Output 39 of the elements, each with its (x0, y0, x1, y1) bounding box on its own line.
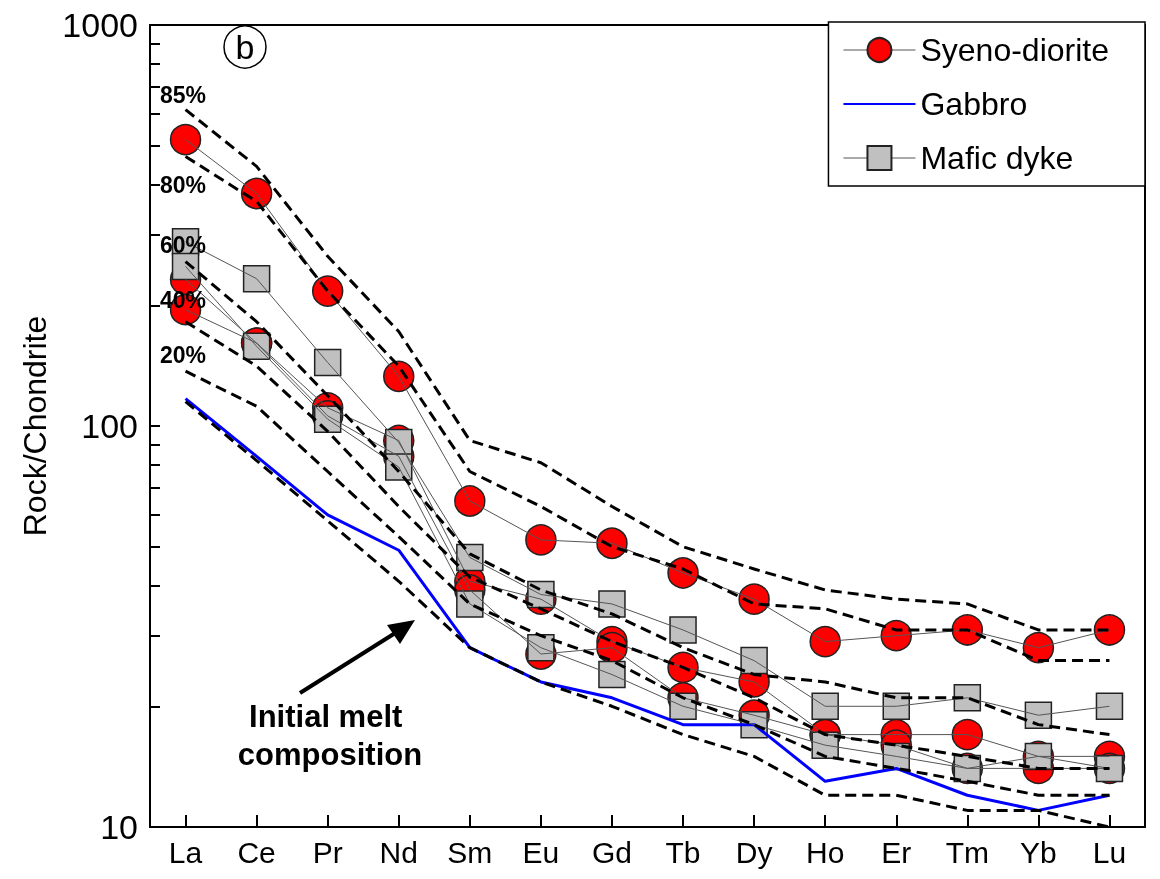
annotation: b (235, 28, 255, 66)
y-tick-label: 1000 (62, 6, 138, 44)
annotation: 80% (160, 172, 207, 198)
point (242, 264, 271, 293)
annotation: 40% (160, 287, 207, 313)
point (454, 485, 486, 517)
point (951, 718, 984, 751)
x-tick-label: Tm (945, 835, 989, 869)
x-tick-label: Ho (806, 835, 845, 869)
y-tick-label: 10 (100, 808, 138, 846)
x-tick-label: Er (881, 835, 912, 869)
legend-label: Mafic dyke (920, 140, 1074, 176)
point (1093, 614, 1126, 646)
point (740, 646, 768, 675)
point (1095, 692, 1124, 721)
legend-label: Syeno-diorite (920, 32, 1109, 68)
x-tick-label: Sm (447, 835, 493, 869)
point (809, 625, 841, 658)
x-tick-label: Dy (735, 835, 773, 869)
x-tick-label: Nd (379, 835, 418, 869)
x-tick-label: Lu (1092, 835, 1127, 869)
annotation: 20% (160, 342, 207, 368)
x-tick-label: Ce (237, 835, 276, 869)
point (669, 616, 697, 644)
x-tick-label: Pr (312, 835, 343, 869)
annotation: 85% (160, 82, 207, 108)
x-tick-label: Gd (591, 835, 632, 869)
x-tick-label: Yb (1020, 835, 1057, 869)
x-tick-label: La (168, 835, 203, 869)
point (525, 524, 557, 556)
x-tick-label: Eu (522, 835, 560, 869)
legend-label: Gabbro (920, 86, 1028, 122)
point (169, 123, 202, 156)
x-tick-label: Tb (665, 835, 701, 869)
y-tick-label: 100 (81, 407, 138, 445)
point (811, 692, 839, 721)
annotation: Initial melt composition (237, 698, 423, 772)
point (313, 348, 342, 377)
y-axis-title: Rock/Chondrite (17, 315, 54, 537)
